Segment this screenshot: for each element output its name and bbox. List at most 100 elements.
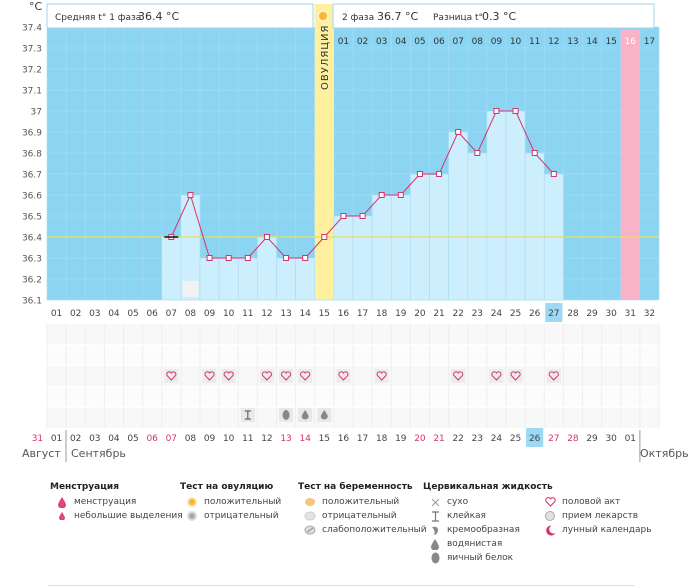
- cycle-day-label: 24: [491, 309, 503, 319]
- phase2-day-label: 10: [510, 37, 522, 47]
- date-row: 31 01 02 03 04 05 06 07 08 09 10 11 12 13 14 15 16 17 18 19…: [32, 428, 641, 462]
- cycle-day-label: 10: [223, 309, 235, 319]
- phase2-day-label: 02: [357, 37, 368, 47]
- date-label: 29: [586, 434, 598, 444]
- date-label: 09: [204, 434, 216, 444]
- y-tick-label: 36.9: [22, 129, 42, 139]
- phase2-day-label: 01: [338, 37, 349, 47]
- phase2-day-label: 13: [567, 37, 578, 47]
- heart-icon: [300, 371, 311, 381]
- heart-cell: [546, 369, 561, 383]
- sex-row: [164, 281, 561, 383]
- legend-item: менструация: [74, 497, 137, 507]
- date-label: 15: [319, 434, 330, 444]
- phase2-day-label: 06: [433, 37, 445, 47]
- heart-icon: [261, 371, 272, 381]
- cycle-day-row: 01 02 03 04 05 06 07 08 09 10 11 12 13 14 15 16 17 18 19 20…: [51, 303, 655, 322]
- temperature-point: [321, 234, 328, 240]
- date-label: 18: [376, 434, 388, 444]
- legend-item: яичный белок: [447, 553, 514, 563]
- legend-item: небольшие выделения: [74, 511, 183, 521]
- phase1-value: 36.4 °C: [138, 10, 179, 23]
- sticky-icon: [244, 410, 251, 420]
- cycle-day-label: 30: [605, 309, 617, 319]
- temperature-point: [283, 255, 290, 261]
- creamy-icon: [427, 524, 443, 536]
- heart-icon: [376, 371, 387, 381]
- y-tick-label: 36.7: [22, 171, 42, 181]
- legend-title: Цервикальная жидкость: [423, 482, 553, 492]
- date-label: 06: [146, 434, 158, 444]
- temperature-bar: [333, 215, 354, 301]
- footer-divider: [48, 585, 634, 586]
- diff-value: 0.3 °C: [482, 10, 516, 23]
- heart-cell: [336, 369, 351, 383]
- diff-label: Разница t°: [433, 13, 483, 23]
- phase2-day-label: 14: [586, 37, 598, 47]
- negative-sun-icon: [184, 510, 200, 522]
- watery-icon: [320, 410, 328, 420]
- heart-icon: [338, 371, 349, 381]
- heart-cell: [508, 369, 523, 383]
- month-label: Август: [22, 447, 61, 460]
- date-label: 23: [472, 434, 483, 444]
- y-tick-label: 37: [31, 108, 42, 118]
- phase2-day-label: 15: [605, 37, 616, 47]
- temperature-bar: [448, 131, 469, 301]
- phase2-header-box: [332, 3, 655, 29]
- watery-icon: [427, 538, 443, 550]
- y-tick-label: 37.3: [22, 45, 42, 55]
- legend-item: клейкая: [447, 511, 486, 521]
- phase1-label: Средняя t° 1 фаза: [55, 13, 141, 23]
- heart-icon: [491, 371, 502, 381]
- small-drop-icon: [54, 510, 70, 522]
- heart-cell: [259, 369, 274, 383]
- legend-item: лунный календарь: [562, 525, 652, 535]
- y-tick-label: 36.8: [22, 150, 42, 160]
- date-label: 03: [89, 434, 100, 444]
- heart-cell: [164, 369, 179, 383]
- phase2-day-label: 09: [491, 37, 503, 47]
- temperature-point: [302, 255, 309, 261]
- phase2-day-label: 11: [529, 37, 540, 47]
- cycle-day-label: 15: [319, 309, 330, 319]
- cycle-day-label: 29: [586, 309, 598, 319]
- date-label: 31: [32, 434, 43, 444]
- date-label: 21: [433, 434, 444, 444]
- cycle-day-label: 03: [89, 309, 100, 319]
- date-label: 16: [338, 434, 350, 444]
- cycle-day-label: 08: [185, 309, 197, 319]
- cross-icon: [427, 496, 443, 508]
- heart-cell: [298, 369, 313, 383]
- date-label: 27: [548, 434, 559, 444]
- heart-cell: [489, 369, 504, 383]
- legend-ovulation-test: Тест на овуляцию положительный отрицател…: [180, 480, 281, 523]
- legend-item: положительный: [204, 497, 282, 507]
- temperature-point: [244, 255, 251, 261]
- phase2-day-label: 16: [625, 37, 637, 47]
- date-label: 22: [452, 434, 463, 444]
- heart-icon: [542, 496, 558, 508]
- y-tick-label: 36.6: [22, 192, 42, 202]
- heart-icon: [281, 371, 292, 381]
- temperature-bar: [390, 194, 411, 301]
- highlight-column: [620, 30, 640, 300]
- heart-cell: [202, 369, 217, 383]
- temperature-bar: [276, 257, 296, 301]
- y-tick-label: 36.1: [22, 297, 42, 307]
- moon-cell: [182, 281, 199, 297]
- date-label: 11: [242, 434, 253, 444]
- heart-icon: [548, 371, 559, 381]
- legend-item: слабоположительный: [322, 525, 427, 535]
- legend-other: половой акт прием лекарств лунный календ…: [538, 480, 652, 537]
- temperature-bar: [524, 152, 545, 301]
- date-label: 17: [357, 434, 368, 444]
- bars: [161, 110, 564, 301]
- month-label: Октябрь: [640, 447, 689, 460]
- temperature-point: [550, 171, 557, 177]
- date-label: 30: [605, 434, 617, 444]
- temperature-bar: [505, 110, 526, 301]
- date-label: 01: [625, 434, 636, 444]
- cycle-day-label: 27: [548, 309, 559, 319]
- y-tick-label: 36.3: [22, 255, 42, 265]
